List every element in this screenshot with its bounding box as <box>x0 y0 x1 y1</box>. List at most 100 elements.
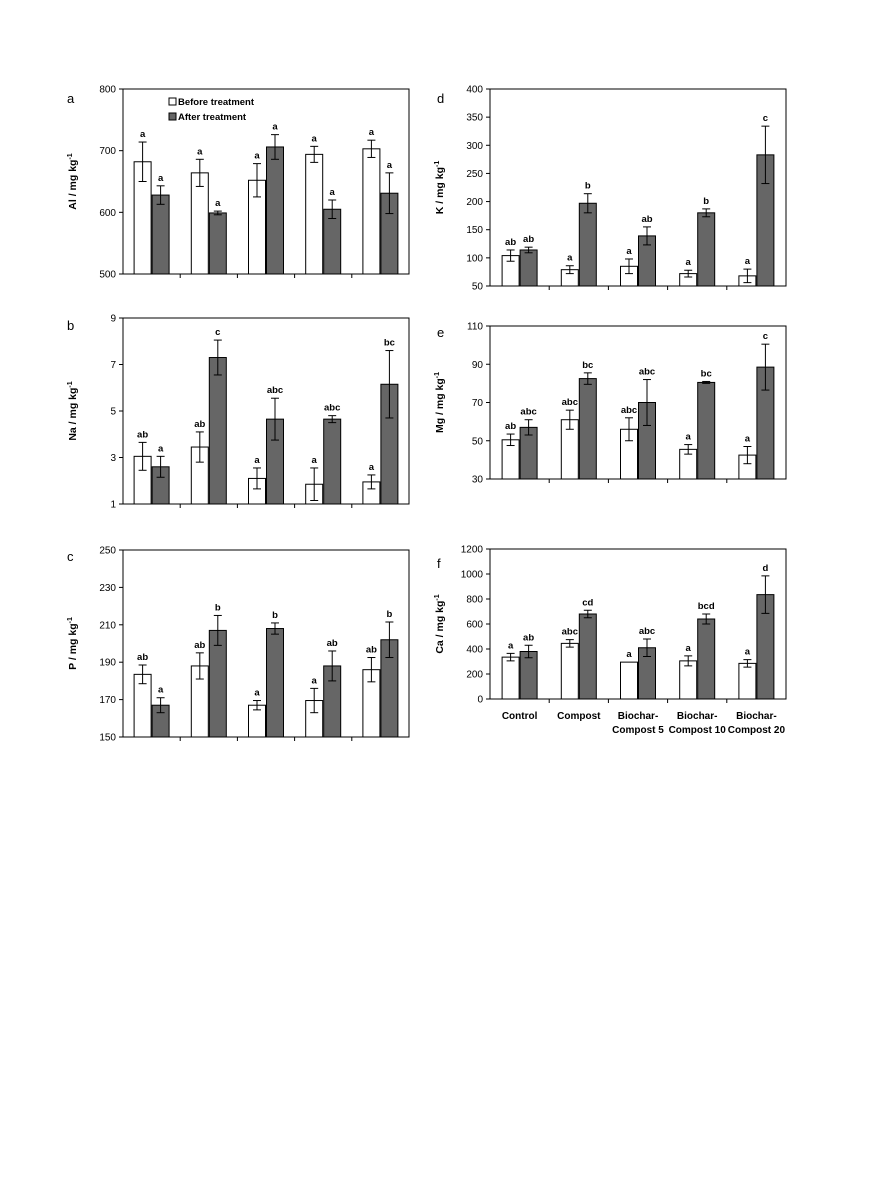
bar-after-treatment <box>697 212 716 287</box>
bar-after-treatment <box>266 146 284 275</box>
panel-a: a 500 600 700 800 Al / mg kg-1 a a a a a a a a a a Befor… <box>67 85 410 281</box>
y-tick-label: 50 <box>472 436 484 447</box>
y-tick-label: 700 <box>99 146 116 157</box>
significance-letter: a <box>369 127 375 138</box>
significance-letter: a <box>387 160 393 171</box>
y-tick-label: 500 <box>99 270 116 281</box>
y-axis-label-superscript: -1 <box>67 381 74 387</box>
significance-letter: ab <box>523 632 534 643</box>
y-tick-label: 190 <box>99 658 116 669</box>
significance-letter: a <box>197 146 203 157</box>
significance-letter: bcd <box>698 601 715 612</box>
significance-letter: a <box>140 129 146 140</box>
y-tick-label: 250 <box>466 169 483 180</box>
significance-letter: b <box>386 609 392 620</box>
y-tick-label: 70 <box>472 398 484 409</box>
y-tick-label: 400 <box>466 85 483 96</box>
category-label-line: Compost 20 <box>728 725 786 736</box>
legend-swatch-before <box>168 97 177 106</box>
significance-letter: a <box>254 151 260 162</box>
significance-letter: a <box>567 253 573 264</box>
significance-letter: b <box>272 610 278 621</box>
significance-letter: a <box>686 257 692 268</box>
significance-letter: a <box>215 198 221 209</box>
panel-letter: e <box>437 325 444 340</box>
significance-letter: a <box>158 443 164 454</box>
significance-letter: bc <box>701 368 712 379</box>
significance-letter: d <box>762 563 768 574</box>
bar-before-treatment <box>560 642 579 700</box>
significance-letter: ab <box>194 419 205 430</box>
significance-letter: a <box>312 455 318 466</box>
significance-letter: a <box>745 647 751 658</box>
bar-after-treatment <box>578 202 597 287</box>
panel-letter: c <box>67 549 74 564</box>
bar-after-treatment <box>519 651 538 700</box>
significance-letter: abc <box>621 405 637 416</box>
significance-letter: ab <box>505 237 516 248</box>
category-label-line: Biochar- <box>618 711 659 722</box>
significance-letter: ab <box>523 234 534 245</box>
legend-label-after: After treatment <box>178 112 247 123</box>
significance-letter: ab <box>505 421 516 432</box>
category-label-line: Control <box>502 711 538 722</box>
significance-letter: abc <box>520 407 536 418</box>
y-tick-label: 400 <box>466 645 483 656</box>
bar-after-treatment <box>578 378 597 480</box>
y-tick-label: 150 <box>99 733 116 744</box>
category-label: Compost <box>557 711 601 722</box>
significance-letter: abc <box>324 403 340 414</box>
significance-letter: abc <box>267 385 283 396</box>
bar-after-treatment <box>697 381 716 480</box>
y-axis-label-superscript: -1 <box>434 594 441 600</box>
bar-after-treatment <box>208 357 227 505</box>
significance-letter: abc <box>562 627 578 638</box>
significance-letter: b <box>585 181 591 192</box>
bar-after-treatment <box>578 613 597 700</box>
y-tick-label: 200 <box>466 670 483 681</box>
legend-label-before: Before treatment <box>178 97 255 108</box>
category-label-line: Compost <box>557 711 601 722</box>
y-axis-label-superscript: -1 <box>67 153 74 159</box>
significance-letter: ab <box>137 429 148 440</box>
legend: Before treatment After treatment <box>168 97 255 123</box>
significance-letter: abc <box>639 626 655 637</box>
y-tick-label: 110 <box>467 322 483 333</box>
significance-letter: a <box>745 256 751 267</box>
significance-letter: a <box>626 649 632 660</box>
significance-letter: a <box>312 675 318 686</box>
significance-letter: ab <box>194 640 205 651</box>
bar-before-treatment <box>679 660 698 700</box>
y-tick-label: 350 <box>466 113 483 124</box>
y-tick-label: 800 <box>466 595 483 606</box>
category-label: Biochar- Compost 10 <box>669 711 727 736</box>
bar-after-treatment <box>208 629 227 738</box>
significance-letter: a <box>686 643 692 654</box>
y-axis-label: Ca / mg kg-1 <box>434 594 446 653</box>
significance-letter: abc <box>639 367 655 378</box>
panel-letter: a <box>67 91 75 106</box>
significance-letter: a <box>745 433 751 444</box>
y-tick-label: 30 <box>472 475 484 486</box>
significance-letter: c <box>763 113 768 124</box>
y-tick-label: 0 <box>477 695 483 706</box>
y-tick-label: 600 <box>99 208 116 219</box>
significance-letter: bc <box>582 360 593 371</box>
bar-after-treatment <box>519 249 538 287</box>
y-tick-label: 50 <box>472 282 484 293</box>
significance-letter: c <box>763 331 768 342</box>
y-tick-label: 200 <box>466 197 483 208</box>
y-tick-label: 170 <box>99 695 116 706</box>
y-tick-label: 1200 <box>461 545 484 556</box>
category-label-line: Compost 10 <box>669 725 727 736</box>
y-axis-label: P / mg kg-1 <box>67 617 79 670</box>
y-axis-label-superscript: -1 <box>434 161 441 167</box>
significance-letter: cd <box>582 597 593 608</box>
y-tick-label: 9 <box>110 314 116 325</box>
